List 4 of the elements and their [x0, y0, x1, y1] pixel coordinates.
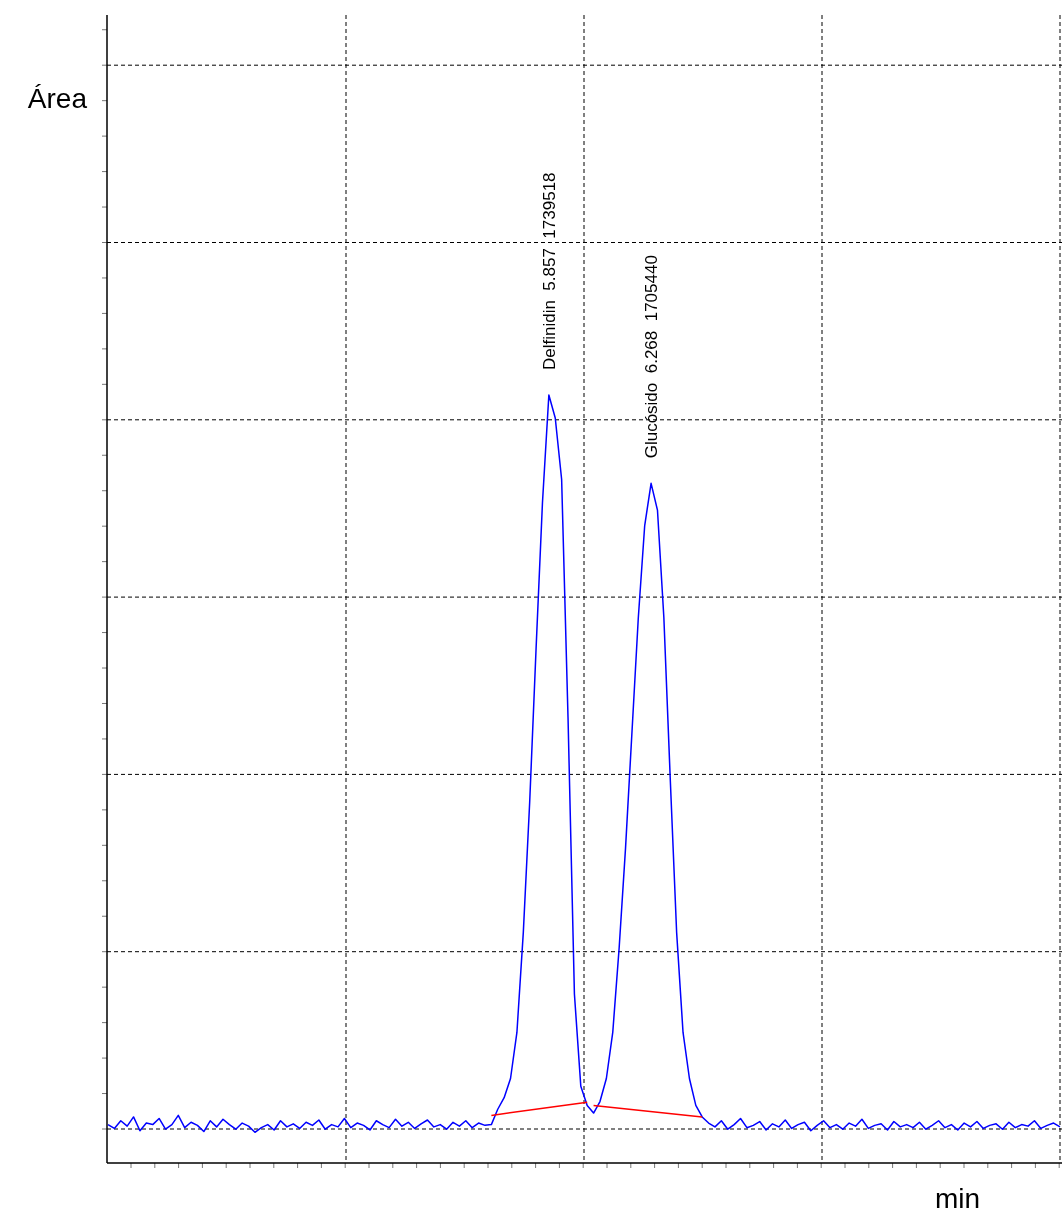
- annotation: Delfinidin 5.857 1739518: [539, 172, 559, 370]
- x-axis-title: min: [935, 1183, 981, 1214]
- annotation: Glucósido 6.268 1705440: [642, 255, 662, 459]
- text: Área: [27, 83, 88, 114]
